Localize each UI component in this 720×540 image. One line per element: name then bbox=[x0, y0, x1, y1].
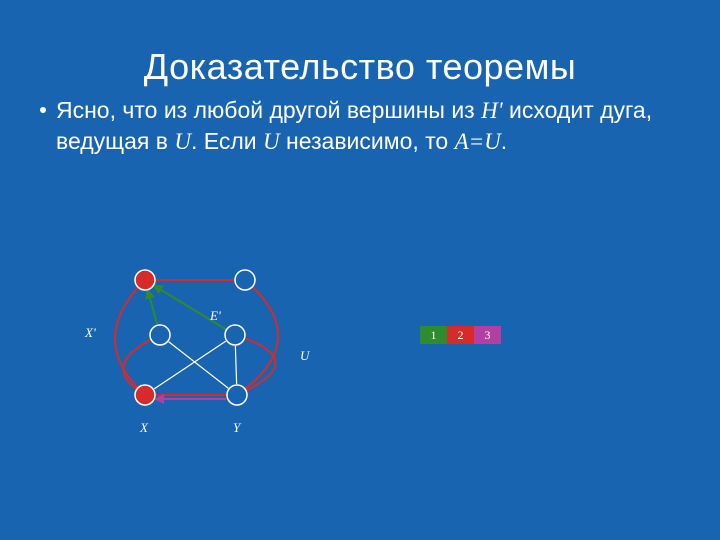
body-u1: U bbox=[174, 129, 191, 154]
graph-label: U bbox=[300, 348, 309, 364]
graph-label: Y bbox=[233, 420, 240, 436]
slide-title: Доказательство теоремы bbox=[0, 46, 720, 88]
graph-label: X bbox=[140, 420, 148, 436]
step-3: 3 bbox=[474, 326, 501, 344]
graph-label: E' bbox=[210, 308, 221, 324]
slide-body: Ясно, что из любой другой вершины из H' … bbox=[56, 95, 656, 158]
body-mid3: независимо, то bbox=[280, 128, 455, 154]
body-u2: U bbox=[263, 129, 280, 154]
graph-diagram: E'X'UXY bbox=[95, 260, 365, 480]
body-pre: Ясно, что из любой другой вершины из bbox=[56, 97, 481, 123]
body-mid2: . Если bbox=[191, 128, 263, 154]
body-post: . bbox=[501, 128, 507, 154]
bullet-dot bbox=[40, 107, 46, 113]
step-2: 2 bbox=[447, 326, 474, 344]
step-boxes: 1 2 3 bbox=[420, 326, 501, 344]
body-aequ: A=U bbox=[455, 129, 501, 154]
body-h-prime: H' bbox=[481, 98, 503, 123]
graph-label: X' bbox=[85, 325, 96, 341]
step-1: 1 bbox=[420, 326, 447, 344]
